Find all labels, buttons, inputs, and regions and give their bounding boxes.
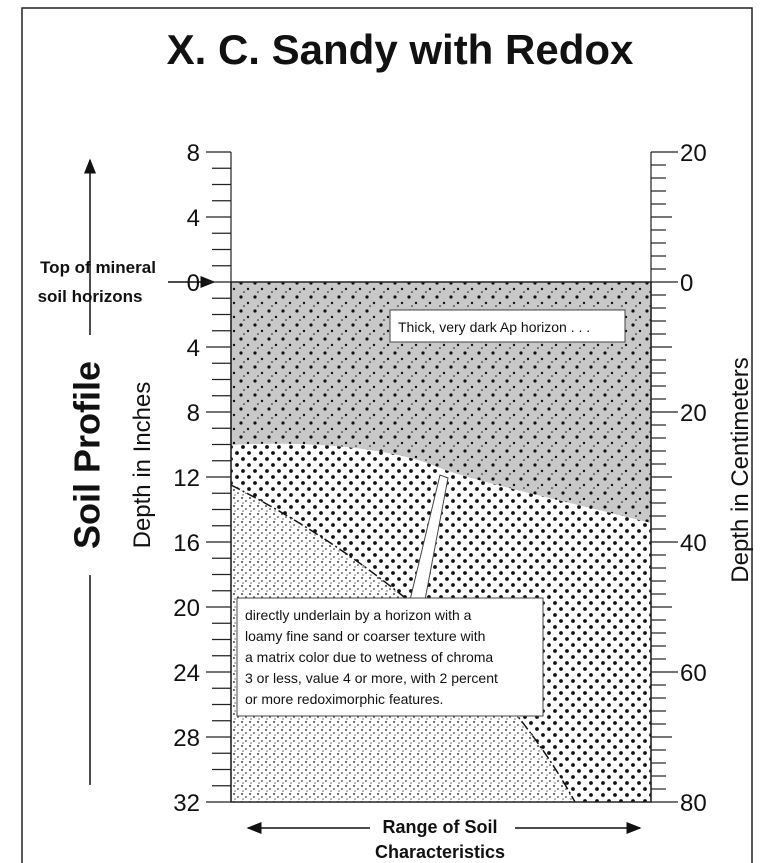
callout-top: Thick, very dark Ap horizon . . .	[389, 309, 626, 343]
callout-text: or more redoximorphic features.	[245, 691, 443, 707]
callout-text: Thick, very dark Ap horizon . . .	[398, 319, 590, 335]
left-axis-label: Depth in Inches	[129, 382, 156, 549]
callout-text: 3 or less, value 4 or more, with 2 perce…	[245, 670, 498, 686]
callout-text: a matrix color due to wetness of chroma	[245, 649, 493, 665]
right-tick-label: 20	[680, 400, 707, 427]
left-tick-label: 8	[187, 140, 200, 167]
left-tick-label: 24	[173, 660, 200, 687]
left-tick-label: 4	[187, 205, 200, 232]
right-tick-label: 0	[680, 270, 693, 297]
top-marker-text: soil horizons	[38, 287, 143, 306]
top-marker-text: Top of mineral	[40, 258, 156, 277]
title: X. C. Sandy with Redox	[167, 26, 634, 73]
right-tick-label: 20	[680, 140, 707, 167]
right-axis-label: Depth in Centimeters	[727, 357, 754, 582]
left-tick-label: 12	[173, 465, 200, 492]
soil-profile	[230, 281, 652, 803]
left-tick-label: 0	[187, 270, 200, 297]
right-tick-label: 40	[680, 530, 707, 557]
side-label: Soil Profile	[67, 361, 108, 549]
left-tick-label: 28	[173, 725, 200, 752]
left-tick-label: 32	[173, 790, 200, 817]
footer-text: Range of Soil	[382, 817, 497, 837]
footer-text: Characteristics	[375, 842, 505, 862]
callout-bottom: directly underlain by a horizon with a lo…	[236, 474, 544, 717]
right-tick-label: 80	[680, 790, 707, 817]
left-tick-label: 8	[187, 400, 200, 427]
callout-text: directly underlain by a horizon with a	[245, 607, 472, 623]
left-tick-label: 20	[173, 595, 200, 622]
frame	[21, 7, 753, 863]
left-tick-label: 4	[187, 335, 200, 362]
right-tick-label: 60	[680, 660, 707, 687]
callout-text: loamy fine sand or coarser texture with	[245, 628, 485, 644]
left-tick-label: 16	[173, 530, 200, 557]
